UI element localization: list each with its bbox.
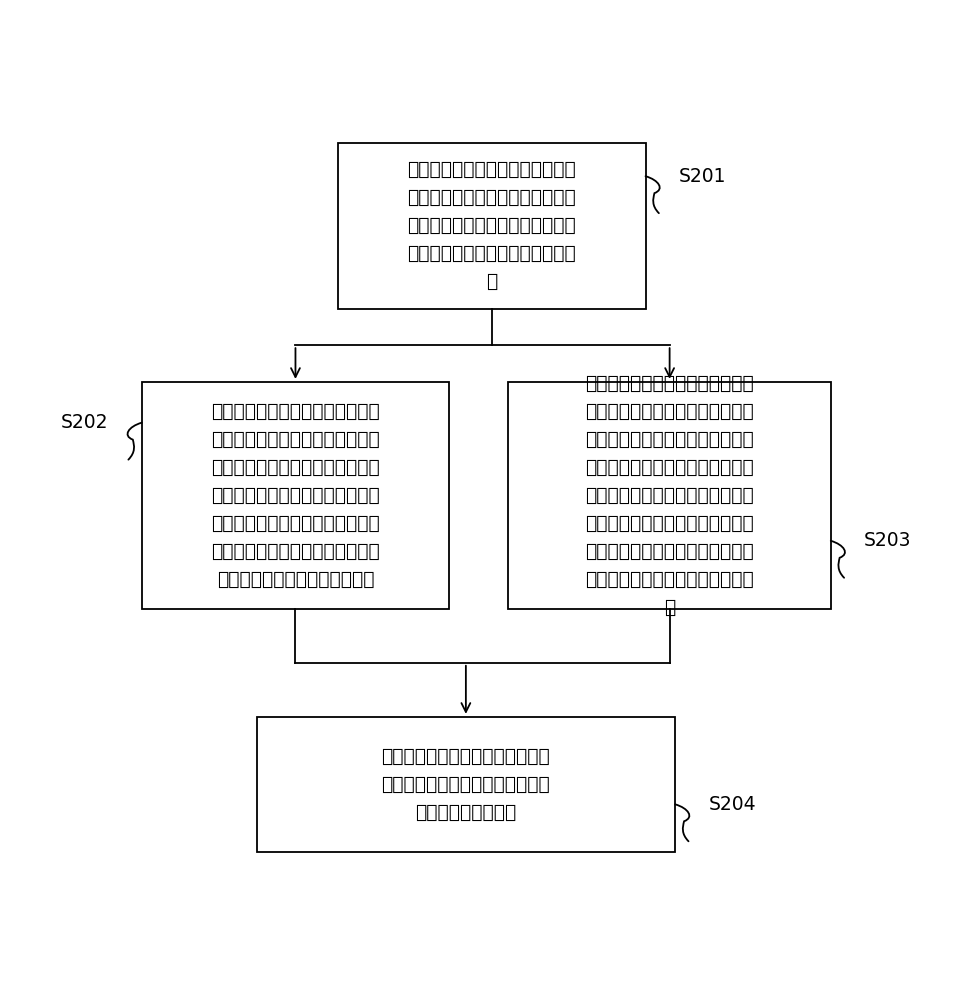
Text: 在车辆不能在停止线内刹停，且车
辆所获取的最后一帧路口信号灯为
允许通行状态、警示通行状态或允
许通行即将结束状态的条件下，向
车辆发出通行决策，若车辆所获取
: 在车辆不能在停止线内刹停，且车 辆所获取的最后一帧路口信号灯为 允许通行状态、警… [585,374,754,617]
Text: S203: S203 [864,531,912,550]
FancyBboxPatch shape [509,382,831,609]
Text: 在车辆能够在停止线之内刹停，且
车辆所获取的最后一帧路口信号灯
为允许通行状态或警示通行状态的
条件下，向车辆发出通行决策，若
车辆所获取的最后一帧路口信号灯
: 在车辆能够在停止线之内刹停，且 车辆所获取的最后一帧路口信号灯 为允许通行状态或… [211,402,380,589]
Text: 在车辆获取到路口信号灯的状态时
，立即根据路口信号灯的状态进行
车辆行驶状态的决策: 在车辆获取到路口信号灯的状态时 ，立即根据路口信号灯的状态进行 车辆行驶状态的决… [381,747,551,822]
FancyBboxPatch shape [256,717,675,852]
FancyBboxPatch shape [141,382,449,609]
Text: 在车辆无法获取路口信号灯的状态
时，根据车辆的位置、当前加速度
、当前速度和路口停止线的位置，
判断车辆是否能在路口停止线内刹
停: 在车辆无法获取路口信号灯的状态 时，根据车辆的位置、当前加速度 、当前速度和路口… [407,160,576,291]
Text: S202: S202 [61,413,108,432]
FancyBboxPatch shape [338,143,645,309]
Text: S201: S201 [679,167,727,186]
Text: S204: S204 [708,795,756,814]
